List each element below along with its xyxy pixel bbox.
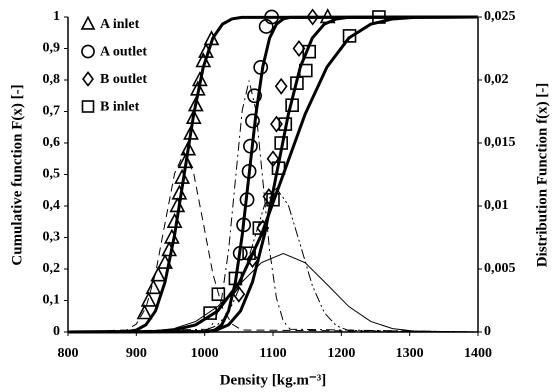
x-tick-label: 1300 xyxy=(396,346,424,361)
y-tick-label: 0,7 xyxy=(43,104,61,119)
pdf-curve xyxy=(67,80,479,333)
x-tick-label: 900 xyxy=(126,346,147,361)
marker-diamond xyxy=(82,71,94,87)
legend-label: A outlet xyxy=(100,45,147,60)
pdf-curve xyxy=(67,151,479,333)
x-axis-label: Density [kg.m⁻³] xyxy=(220,372,327,388)
x-tick-label: 800 xyxy=(58,346,79,361)
marker-triangle xyxy=(180,140,197,156)
marker-circle xyxy=(232,245,248,261)
marker-diamond xyxy=(306,8,320,26)
marker-square xyxy=(290,76,304,90)
marker-triangle xyxy=(203,30,220,46)
y2-tick-label: 0,02 xyxy=(484,72,509,87)
y2-tick-label: 0,025 xyxy=(484,9,516,24)
marker-square xyxy=(372,10,386,24)
x-tick-label: 1100 xyxy=(259,346,286,361)
y-tick-label: 0,9 xyxy=(43,41,61,56)
marker-triangle xyxy=(177,152,194,169)
marker-diamond xyxy=(246,251,259,269)
marker-square xyxy=(203,306,217,320)
y-tick-label: 0,6 xyxy=(43,135,61,150)
legend-label: A inlet xyxy=(100,17,140,32)
marker-circle xyxy=(243,138,258,154)
marker-triangle xyxy=(80,15,96,30)
marker-triangle xyxy=(189,80,206,96)
marker-triangle xyxy=(169,197,186,213)
marker-circle xyxy=(236,217,252,233)
y-tick-label: 0,5 xyxy=(43,167,61,182)
marker-triangle xyxy=(157,253,173,269)
y-tick-label: 0,2 xyxy=(43,261,61,276)
marker-triangle xyxy=(187,96,204,112)
marker-triangle xyxy=(319,8,336,24)
y2-tick-label: 0 xyxy=(484,324,491,339)
marker-square xyxy=(228,271,243,286)
marker-circle xyxy=(245,113,260,129)
marker-circle xyxy=(247,88,262,104)
y-tick-label: 0,1 xyxy=(43,293,61,308)
y-tick-label: 1 xyxy=(53,9,60,24)
marker-triangle xyxy=(163,228,180,244)
marker-square xyxy=(211,287,226,302)
y2-tick-label: 0,01 xyxy=(484,198,509,213)
marker-triangle xyxy=(166,212,183,228)
marker-square xyxy=(274,136,289,150)
marker-triangle xyxy=(150,266,167,282)
marker-diamond xyxy=(256,219,270,237)
marker-square xyxy=(242,246,256,261)
marker-triangle xyxy=(191,71,208,87)
marker-circle xyxy=(253,60,269,75)
marker-triangle xyxy=(174,168,191,184)
marker-triangle xyxy=(136,304,153,320)
y2-tick-label: 0,015 xyxy=(484,135,516,150)
y-tick-label: 0,8 xyxy=(43,72,61,87)
marker-triangle xyxy=(183,124,199,140)
marker-square xyxy=(342,29,357,43)
legend-label: B inlet xyxy=(100,100,140,115)
y-tick-label: 0 xyxy=(53,324,60,339)
marker-square xyxy=(285,98,299,112)
marker-triangle xyxy=(140,291,157,307)
y2-tick-label: 0,005 xyxy=(484,261,516,276)
x-tick-label: 1400 xyxy=(464,346,492,361)
y-tick-label: 0,4 xyxy=(43,198,61,213)
marker-circle xyxy=(81,44,95,59)
marker-triangle xyxy=(161,241,178,257)
pdf-curve xyxy=(67,252,479,333)
marker-circle xyxy=(264,9,280,25)
marker-square xyxy=(302,44,317,59)
marker-triangle xyxy=(195,52,212,68)
y-axis-label: Cumulative function F(x) [-] xyxy=(9,84,25,265)
marker-triangle xyxy=(185,108,202,124)
x-tick-label: 1000 xyxy=(191,346,219,361)
marker-square xyxy=(278,117,293,131)
marker-diamond xyxy=(270,115,283,133)
marker-diamond xyxy=(232,285,246,303)
marker-square xyxy=(298,63,313,78)
marker-square xyxy=(81,100,95,113)
marker-circle xyxy=(239,192,255,208)
marker-triangle xyxy=(198,42,214,58)
marker-triangle xyxy=(171,184,188,200)
marker-square xyxy=(266,192,280,207)
marker-circle xyxy=(241,163,257,179)
y-tick-label: 0,3 xyxy=(43,230,61,245)
marker-square xyxy=(271,161,286,175)
pdf-curve xyxy=(67,187,479,333)
y2-axis-label: Distribution Function f(x) [-] xyxy=(534,83,550,268)
marker-triangle xyxy=(145,278,162,295)
marker-square xyxy=(252,221,267,235)
x-tick-label: 1200 xyxy=(327,346,355,361)
legend-label: B outlet xyxy=(100,72,147,87)
marker-diamond xyxy=(274,77,288,95)
